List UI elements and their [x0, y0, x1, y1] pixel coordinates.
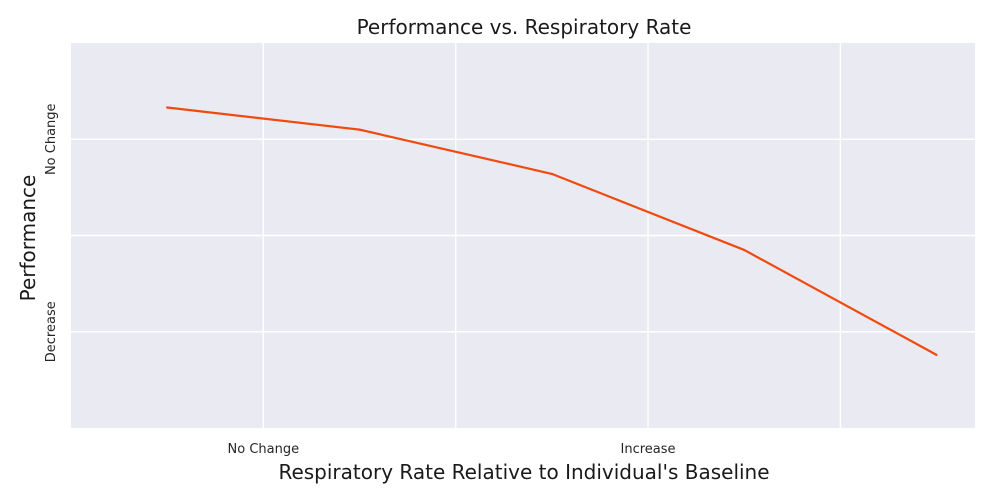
tick-labels: No Change Increase No Change Decrease — [44, 103, 676, 457]
data-point — [743, 248, 746, 252]
series-layer — [166, 106, 938, 356]
chart-title: Performance vs. Respiratory Rate — [357, 15, 692, 39]
y-axis-label: Performance — [16, 175, 40, 302]
data-point — [550, 172, 553, 175]
x-tick-label: No Change — [228, 442, 300, 457]
x-tick-label: Increase — [621, 442, 676, 457]
x-axis-label: Respiratory Rate Relative to Individual'… — [278, 460, 769, 484]
y-tick-label: No Change — [44, 103, 59, 175]
grid — [71, 43, 975, 428]
y-tick-label: Decrease — [44, 301, 59, 362]
data-point — [358, 128, 361, 131]
data-point — [166, 106, 169, 109]
data-point — [935, 353, 938, 356]
